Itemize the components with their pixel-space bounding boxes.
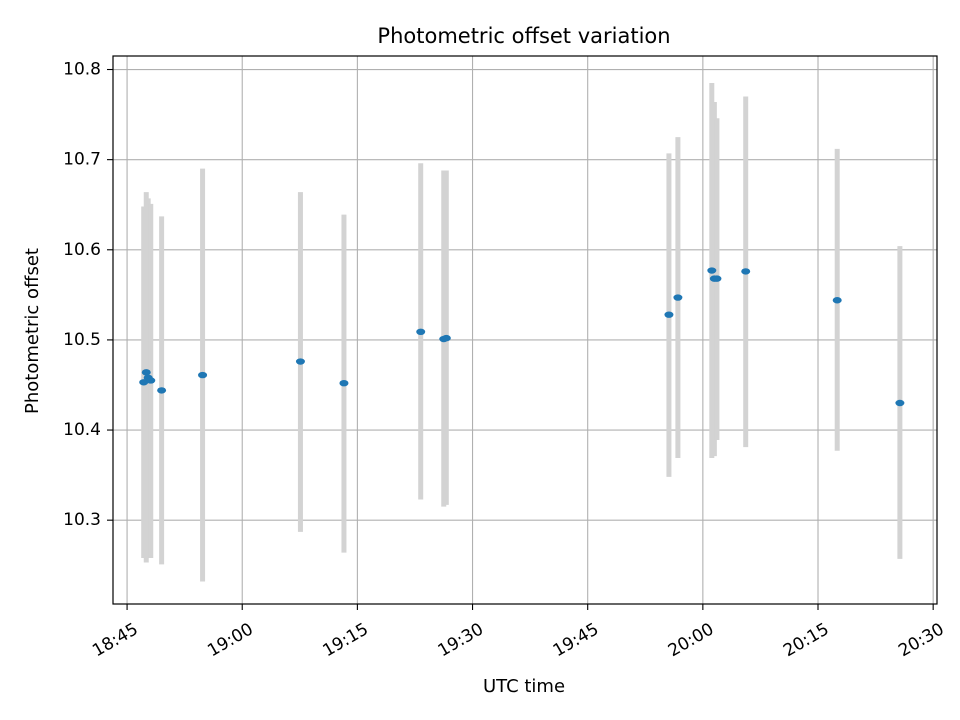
y-tick-label: 10.7 [63,150,101,170]
data-point [741,268,751,275]
data-point [157,387,167,394]
data-point [295,358,305,365]
y-tick-label: 10.5 [63,330,101,350]
y-tick-label: 10.6 [63,240,101,260]
data-point [416,328,426,336]
plot-frame [112,55,938,605]
y-tick-label: 10.3 [63,510,101,530]
y-tick-label: 10.4 [63,420,101,440]
data-point [707,267,717,274]
grid [113,56,937,604]
data-point [712,275,722,282]
data-point [895,399,905,407]
data-point [339,379,349,387]
data-point [141,369,151,376]
y-axis-ticks: 10.3 10.4 10.5 10.6 10.7 10.8 [63,60,113,530]
y-tick-label: 10.8 [63,60,101,80]
x-axis-label: UTC time [483,676,565,697]
data-points [139,267,905,407]
data-point [198,371,208,379]
data-point [664,311,674,318]
y-axis-label: Photometric offset [22,248,43,414]
data-point [441,334,451,342]
data-point [832,297,842,304]
data-point [673,294,683,301]
data-point [139,379,149,386]
data-point [146,377,156,384]
chart-title: Photometric offset variation [377,24,670,48]
